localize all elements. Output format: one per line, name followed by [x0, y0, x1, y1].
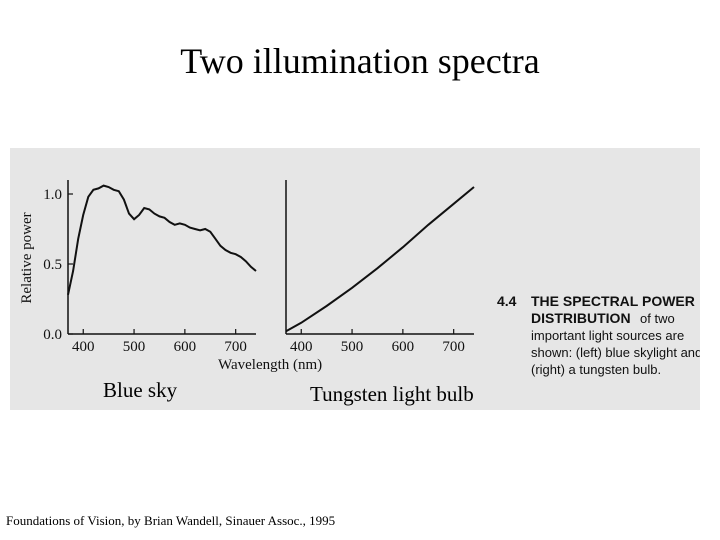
caption-body-line-3: shown: (left) blue skylight and [531, 345, 700, 360]
y-axis-title: Relative power [19, 212, 35, 303]
x-axis-title: Wavelength (nm) [218, 357, 322, 373]
scanned-figure: Relative power 400 500 600 700 0.0 0.5 1.0 400… [10, 148, 700, 410]
x-tick-label: 400 [290, 339, 313, 355]
caption-heading-line-1: THE SPECTRAL POWER [531, 293, 695, 309]
x-tick-label: 400 [72, 339, 95, 355]
x-tick-label: 500 [341, 339, 364, 355]
figure-caption: 4.4 THE SPECTRAL POWER DISTRIBUTION of t… [497, 293, 700, 377]
caption-heading-line-2: DISTRIBUTION [531, 310, 631, 326]
x-tick-label: 600 [174, 339, 197, 355]
left-tick-group: 400 500 600 700 0.0 0.5 1.0 [43, 187, 247, 355]
caption-body-line-1: of two [640, 311, 675, 326]
left-plot-axes [67, 180, 256, 335]
x-tick-label: 500 [123, 339, 146, 355]
left-series-group [67, 184, 257, 296]
right-plot-axes [285, 180, 474, 335]
source-credit: Foundations of Vision, by Brian Wandell,… [6, 513, 336, 528]
y-tick-label: 0.5 [43, 257, 62, 273]
spectra-figure: Relative power 400 500 600 700 0.0 0.5 1.0 400… [19, 180, 700, 377]
right-series-group [285, 186, 475, 333]
x-tick-label: 600 [392, 339, 415, 355]
caption-body-line-4: (right) a tungsten bulb. [531, 362, 661, 377]
spectrum-line-1-0 [285, 186, 475, 333]
spectrum-line-0-0 [67, 184, 257, 296]
x-tick-label: 700 [224, 339, 247, 355]
caption-number: 4.4 [497, 293, 517, 309]
x-tick-label: 700 [442, 339, 465, 355]
left-panel-label: Blue sky [103, 378, 178, 402]
right-tick-group: 400 500 600 700 [290, 329, 465, 355]
right-panel-label: Tungsten light bulb [310, 382, 474, 406]
caption-body-line-2: important light sources are [531, 328, 684, 343]
y-tick-label: 0.0 [43, 327, 62, 343]
y-tick-label: 1.0 [43, 187, 62, 203]
slide-title: Two illumination spectra [180, 41, 540, 81]
